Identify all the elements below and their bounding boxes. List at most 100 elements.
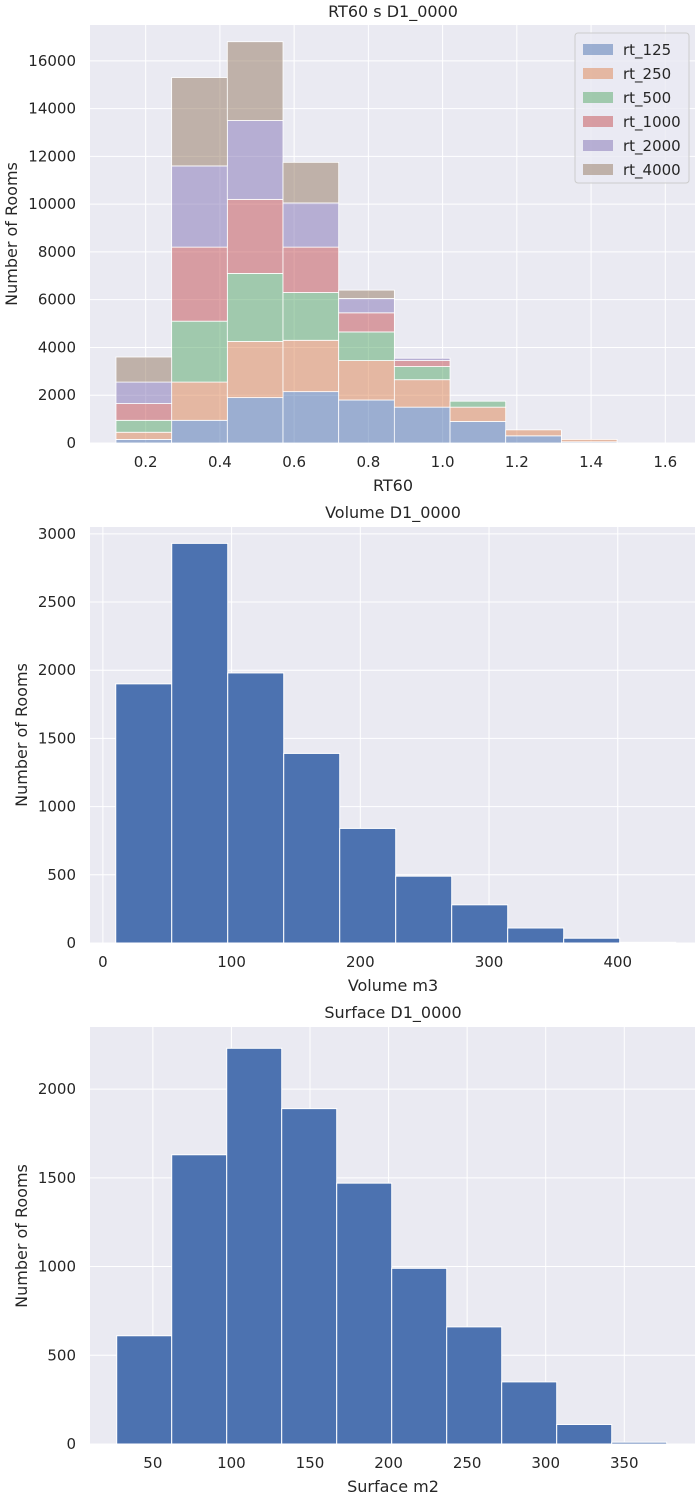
x-tick-label: 200 bbox=[374, 1454, 403, 1472]
rt60-histogram: RT60 s D1_0000 RT60 Number of Rooms 0.2 0… bbox=[2, 2, 695, 495]
x-tick-label: 0.4 bbox=[208, 453, 232, 471]
x-tick-label: 100 bbox=[217, 953, 246, 971]
legend-label: rt_125 bbox=[623, 41, 671, 60]
x-tick-label: 400 bbox=[603, 953, 632, 971]
bar-rt_2000 bbox=[393, 357, 451, 361]
bar bbox=[171, 1154, 228, 1445]
x-tick-label: 1.4 bbox=[579, 453, 603, 471]
x-tick-label: 100 bbox=[217, 1454, 246, 1472]
bar-rt_125 bbox=[226, 397, 284, 444]
x-tick-label: 300 bbox=[531, 1454, 560, 1472]
bar-rt_500 bbox=[171, 320, 228, 383]
bar bbox=[395, 875, 453, 944]
bar-rt_4000 bbox=[226, 41, 284, 121]
y-tick-label: 16000 bbox=[28, 52, 76, 70]
x-axis-label: RT60 bbox=[373, 476, 413, 495]
bar-rt_2000 bbox=[282, 202, 340, 248]
legend-label: rt_250 bbox=[623, 65, 671, 84]
y-tick-label: 0 bbox=[66, 434, 76, 452]
y-axis-label: Number of Rooms bbox=[2, 162, 21, 306]
bar-rt_250 bbox=[171, 381, 228, 421]
chart-title: Volume D1_0000 bbox=[325, 503, 461, 523]
bar-rt_4000 bbox=[282, 161, 340, 204]
y-tick-label: 1000 bbox=[38, 798, 76, 816]
bar-rt_500 bbox=[282, 292, 340, 341]
bar-rt_1000 bbox=[226, 198, 284, 274]
bar-rt_2000 bbox=[115, 381, 173, 404]
bar-rt_250 bbox=[115, 431, 173, 440]
legend-label: rt_4000 bbox=[623, 161, 681, 180]
legend-swatch bbox=[583, 44, 613, 55]
bar bbox=[619, 941, 677, 944]
bar-rt_250 bbox=[226, 341, 284, 399]
y-tick-label: 2000 bbox=[38, 1080, 76, 1098]
x-tick-label: 1.6 bbox=[653, 453, 677, 471]
bar-rt_125 bbox=[171, 419, 228, 444]
bar bbox=[116, 1335, 173, 1445]
legend-swatch bbox=[583, 164, 613, 175]
y-tick-label: 0 bbox=[66, 934, 76, 952]
y-tick-label: 2500 bbox=[38, 593, 76, 611]
x-tick-label: 350 bbox=[610, 1454, 639, 1472]
bar-rt_250 bbox=[282, 339, 340, 393]
y-tick-label: 500 bbox=[47, 1346, 76, 1364]
x-tick-label: 200 bbox=[346, 953, 375, 971]
y-tick-label: 14000 bbox=[28, 100, 76, 118]
bar-rt_1000 bbox=[338, 312, 395, 333]
chart-title: RT60 s D1_0000 bbox=[328, 2, 458, 22]
bar-rt_500 bbox=[338, 331, 395, 361]
x-tick-label: 0.2 bbox=[134, 453, 158, 471]
bar-rt_500 bbox=[393, 366, 451, 381]
chart-title: Surface D1_0000 bbox=[324, 1003, 461, 1023]
legend-swatch bbox=[583, 116, 613, 127]
bar bbox=[451, 904, 509, 944]
y-tick-label: 8000 bbox=[38, 243, 76, 261]
bar-rt_2000 bbox=[226, 120, 284, 200]
bar bbox=[501, 1381, 558, 1445]
x-tick-label: 1.2 bbox=[505, 453, 529, 471]
y-tick-label: 0 bbox=[66, 1435, 76, 1453]
x-tick-label: 0 bbox=[98, 953, 108, 971]
bar-rt_4000 bbox=[338, 289, 395, 299]
bar-rt_250 bbox=[449, 406, 507, 422]
bar-rt_1000 bbox=[393, 360, 451, 367]
bar-rt_250 bbox=[393, 379, 451, 408]
legend: rt_125 rt_250 rt_500 rt_1000 rt_2000 rt_4000 bbox=[574, 32, 690, 184]
bar bbox=[226, 1047, 283, 1445]
y-tick-label: 500 bbox=[47, 866, 76, 884]
bar-rt_1000 bbox=[171, 246, 228, 322]
bar-rt_2000 bbox=[171, 165, 228, 248]
legend-label: rt_2000 bbox=[623, 137, 681, 156]
bar-rt_4000 bbox=[115, 356, 173, 383]
bar bbox=[563, 937, 621, 944]
bar-rt_250 bbox=[338, 360, 395, 401]
x-axis-label: Surface m2 bbox=[347, 1477, 439, 1496]
x-tick-label: 300 bbox=[475, 953, 504, 971]
x-tick-label: 250 bbox=[453, 1454, 482, 1472]
bar bbox=[115, 683, 173, 944]
legend-swatch bbox=[583, 92, 613, 103]
y-tick-label: 1500 bbox=[38, 729, 76, 747]
bar bbox=[556, 1423, 613, 1445]
legend-label: rt_500 bbox=[623, 89, 671, 108]
bar-rt_250 bbox=[505, 429, 562, 437]
bar bbox=[336, 1182, 393, 1445]
y-tick-label: 1000 bbox=[38, 1258, 76, 1276]
x-tick-label: 1.0 bbox=[431, 453, 455, 471]
y-tick-label: 6000 bbox=[38, 291, 76, 309]
bar bbox=[611, 1441, 668, 1445]
y-tick-label: 1500 bbox=[38, 1169, 76, 1187]
bar-rt_125 bbox=[393, 406, 451, 444]
bar-rt_500 bbox=[115, 419, 173, 433]
y-axis-label: Number of Rooms bbox=[12, 663, 31, 807]
bar-rt_125 bbox=[449, 421, 507, 444]
legend-label: rt_1000 bbox=[623, 113, 681, 132]
bar bbox=[446, 1326, 503, 1445]
bar bbox=[227, 672, 285, 944]
x-axis-label: Volume m3 bbox=[348, 976, 438, 995]
bar bbox=[507, 927, 565, 944]
bar-rt_500 bbox=[226, 273, 284, 342]
bar bbox=[391, 1267, 448, 1445]
bar-rt_125 bbox=[338, 399, 395, 444]
